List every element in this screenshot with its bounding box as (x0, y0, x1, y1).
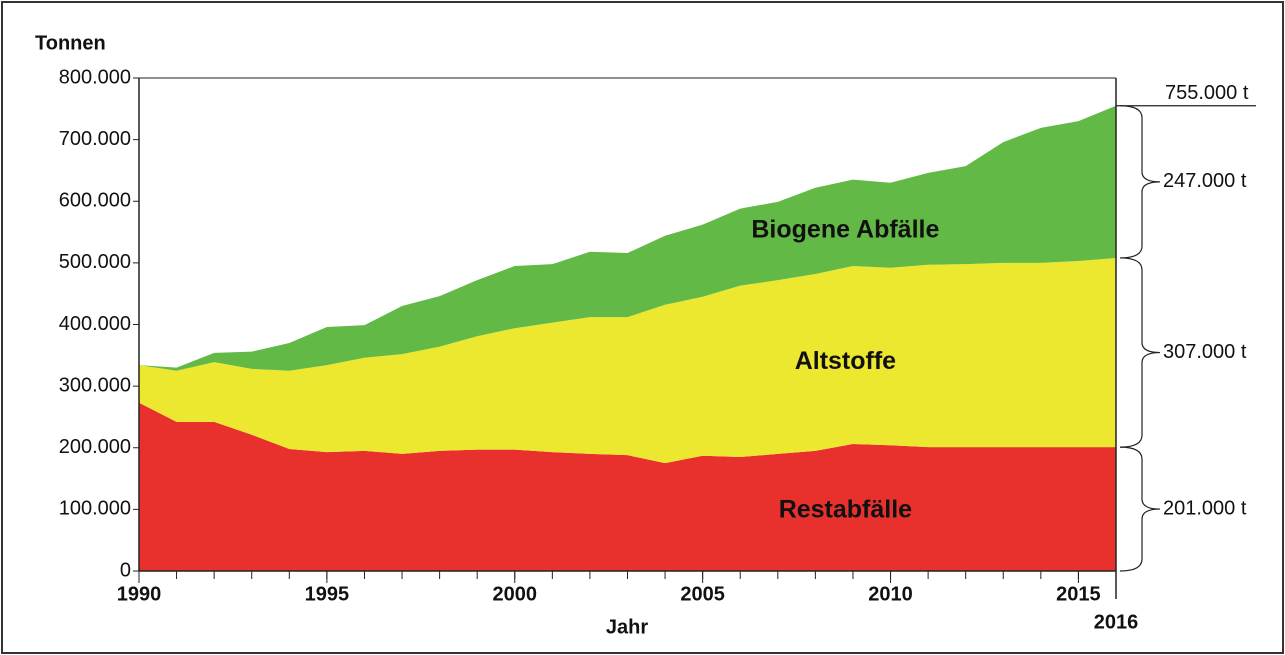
area (139, 402, 1116, 571)
area (139, 257, 1116, 464)
annotation: 307.000 t (1163, 341, 1247, 363)
brace (1119, 446, 1161, 572)
y-tick-label: 100.000 (59, 498, 131, 520)
area-label: Biogene Abfälle (751, 215, 939, 243)
y-tick-label: 700.000 (59, 128, 131, 150)
y-tick-label: 600.000 (59, 190, 131, 212)
annotation: 247.000 t (1163, 170, 1247, 192)
area-label: Altstoffe (795, 347, 896, 375)
y-tick-label: 400.000 (59, 313, 131, 335)
x-tick-label: 1990 (117, 583, 162, 605)
area-label: Restabfälle (779, 496, 912, 524)
x-axis-label: Jahr (606, 616, 648, 638)
y-tick-label: 300.000 (59, 374, 131, 396)
x-tick-label: 2015 (1056, 583, 1101, 605)
y-axis-label: Tonnen (35, 32, 106, 54)
x-tick-label: 2016 (1094, 611, 1139, 633)
area (139, 105, 1116, 371)
x-tick-label: 1995 (305, 583, 350, 605)
x-tick-label: 2010 (868, 583, 913, 605)
x-tick-label: 2000 (493, 583, 538, 605)
y-tick-label: 500.000 (59, 251, 131, 273)
annotation: 201.000 t (1163, 497, 1247, 519)
brace (1119, 257, 1161, 448)
x-tick-label: 2005 (680, 583, 725, 605)
brace (1119, 105, 1161, 259)
y-tick-label: 200.000 (59, 436, 131, 458)
y-tick-label: 800.000 (59, 66, 131, 88)
annotation: 755.000 t (1165, 82, 1249, 104)
y-tick-label: 0 (120, 559, 131, 581)
